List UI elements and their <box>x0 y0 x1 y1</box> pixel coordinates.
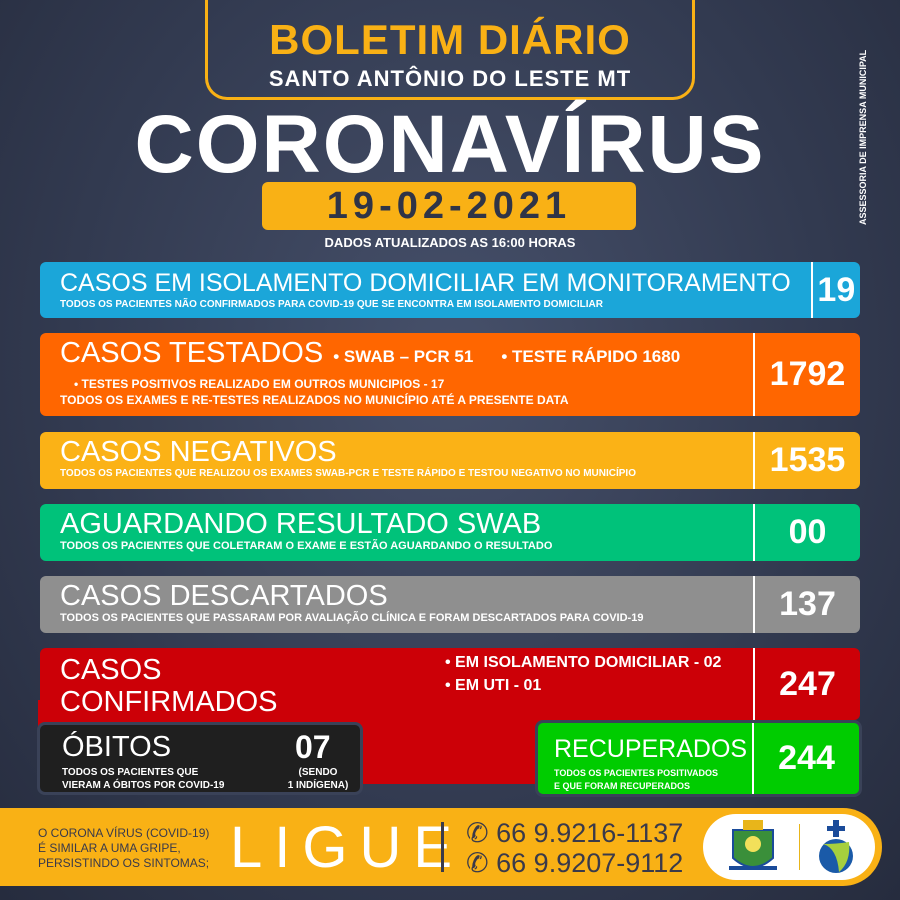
header-box: BOLETIM DIÁRIO SANTO ANTÔNIO DO LESTE MT <box>205 0 695 100</box>
bullet-isolamento: • EM ISOLAMENTO DOMICILIAR - 02 <box>445 654 722 671</box>
footer-line-3: PERSISTINDO OS SINTOMAS; <box>38 856 210 870</box>
row-descartados: CASOS DESCARTADOS TODOS OS PACIENTES QUE … <box>40 576 860 633</box>
location: SANTO ANTÔNIO DO LESTE MT <box>268 66 632 91</box>
footer-line-1: O CORONA VÍRUS (COVID-19) <box>38 826 210 840</box>
obitos-box: ÓBITOS TODOS OS PACIENTES QUE VIERAM A Ó… <box>37 722 363 795</box>
row-title: CASOS NEGATIVOS <box>60 436 337 468</box>
obitos-value: 07 <box>295 729 331 765</box>
row-value: 1535 <box>769 441 846 479</box>
obitos-title: ÓBITOS <box>62 731 172 763</box>
recuperados-value: 244 <box>778 739 835 777</box>
obitos-note-2: 1 INDÍGENA) <box>287 780 349 791</box>
row-title: AGUARDANDO RESULTADO SWAB <box>60 508 542 540</box>
footer-bar: O CORONA VÍRUS (COVID-19) É SIMILAR A UM… <box>0 808 882 886</box>
ligue-text: LIGUE <box>230 815 465 880</box>
row-sub: TODOS OS PACIENTES QUE PASSARAM POR AVAL… <box>60 612 644 624</box>
row-title: CASOS TESTADOS <box>60 337 324 369</box>
credit-text: ASSESSORIA DE IMPRENSA MUNICIPAL <box>858 49 868 226</box>
phone-1[interactable]: 66 9.9216-1137 <box>496 818 684 848</box>
obitos-sub-1: TODOS OS PACIENTES QUE <box>62 767 199 778</box>
bulletin-title: BOLETIM DIÁRIO <box>269 16 631 63</box>
divider <box>441 822 444 872</box>
recuperados-box: RECUPERADOS TODOS OS PACIENTES POSITIVAD… <box>535 720 862 797</box>
row-value: 137 <box>779 585 836 623</box>
date-badge: 19-02-2021 <box>262 182 636 230</box>
row-aguardando: AGUARDANDO RESULTADO SWAB TODOS OS PACIEN… <box>40 504 860 561</box>
bullet-outros: • TESTES POSITIVOS REALIZADO EM OUTROS M… <box>74 377 445 391</box>
phones: ✆ 66 9.9216-1137 ✆ 66 9.9207-9112 <box>466 818 683 878</box>
row-value: 1792 <box>769 355 846 393</box>
logos-panel <box>703 814 875 880</box>
updated-text: DADOS ATUALIZADOS AS 16:00 HORAS <box>324 235 576 250</box>
bullet-swab: • SWAB – PCR 51 <box>333 347 474 366</box>
row-title: CASOS DESCARTADOS <box>60 580 388 612</box>
row-sub: TODOS OS PACIENTES QUE REALIZOU OS EXAME… <box>60 468 636 479</box>
row-isolamento: CASOS EM ISOLAMENTO DOMICILIAR EM MONITO… <box>40 262 860 318</box>
phone-2[interactable]: 66 9.9207-9112 <box>496 848 684 878</box>
row-testados: CASOS TESTADOS • SWAB – PCR 51 • TESTE RÁP… <box>40 333 860 416</box>
row-title-1: CASOS <box>60 654 162 686</box>
phone-icon: ✆ <box>466 818 489 848</box>
row-title-2: CONFIRMADOS <box>60 686 278 718</box>
footer-message: O CORONA VÍRUS (COVID-19) É SIMILAR A UM… <box>38 826 209 871</box>
recuperados-sub-1: TODOS OS PACIENTES POSITIVADOS <box>554 768 719 778</box>
row-sub: TODOS OS PACIENTES QUE COLETARAM O EXAME… <box>60 540 553 552</box>
recuperados-sub-2: E QUE FORAM RECUPERADOS <box>554 781 691 791</box>
health-logo <box>819 820 853 873</box>
headline: CORONAVÍRUS <box>134 99 766 190</box>
bullet-uti: • EM UTI - 01 <box>445 677 542 694</box>
row-title: CASOS EM ISOLAMENTO DOMICILIAR EM MONITO… <box>60 269 791 297</box>
row-sub: TODOS OS PACIENTES NÃO CONFIRMADOS PARA … <box>60 299 603 310</box>
phone-icon: ✆ <box>466 848 489 878</box>
municipal-coat-of-arms-logo <box>729 820 777 870</box>
row-sub: TODOS OS EXAMES E RE-TESTES REALIZADOS N… <box>60 393 569 407</box>
obitos-sub-2: VIERAM A ÓBITOS POR COVID-19 <box>62 780 225 791</box>
footer-line-2: É SIMILAR A UMA GRIPE, <box>38 841 181 855</box>
logo-divider <box>799 824 800 870</box>
row-confirmados: CASOS CONFIRMADOS • EM ISOLAMENTO DOMICI… <box>40 648 860 720</box>
recuperados-title: RECUPERADOS <box>554 735 748 763</box>
obitos-note-1: (SENDO <box>298 767 338 778</box>
row-value: 247 <box>779 664 836 703</box>
row-value: 00 <box>788 513 827 551</box>
bullet-rapido: • TESTE RÁPIDO 1680 <box>501 347 681 366</box>
row-negativos: CASOS NEGATIVOS TODOS OS PACIENTES QUE RE… <box>40 432 860 489</box>
row-value: 19 <box>817 270 856 309</box>
